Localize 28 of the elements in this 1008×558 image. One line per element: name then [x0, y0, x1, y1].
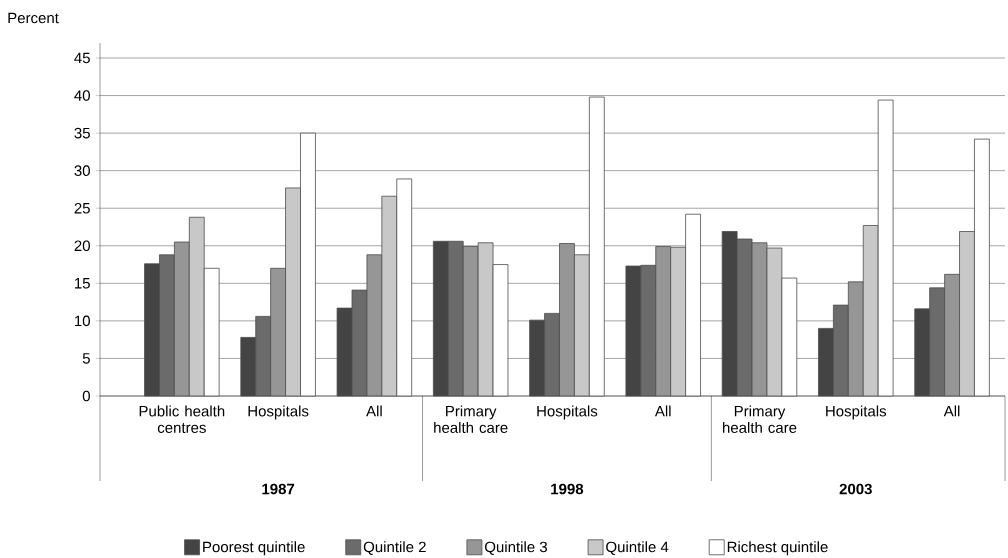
y-tick-label: 25 — [74, 202, 90, 214]
legend-label: Richest quintile — [727, 541, 828, 556]
x-tick-label: All — [943, 405, 960, 417]
y-tick-label: 30 — [74, 165, 90, 176]
legend-label: Poorest quintile — [203, 541, 305, 556]
x-tick-label: Hospitals — [826, 405, 887, 420]
y-tick-label: 10 — [75, 315, 90, 327]
x-tick-label: All — [366, 405, 382, 417]
legend-label: Quintile 2 — [363, 541, 426, 555]
text: 1998 — [551, 483, 584, 495]
y-tick-label: 15 — [75, 278, 90, 289]
y-tick-label: 0 — [82, 390, 90, 402]
y-tick-label: 40 — [74, 90, 90, 101]
legend-label: Quintile 3 — [485, 541, 547, 555]
x-tick-label: All — [654, 405, 671, 417]
y-axis-title: Percent — [8, 12, 59, 24]
x-tick-label: Public health centres — [139, 405, 225, 433]
x-tick-label: Primary health care — [434, 405, 508, 433]
legend-label: Quintile 4 — [606, 541, 669, 555]
y-tick-label: 35 — [74, 127, 90, 139]
text: 1987 — [262, 483, 295, 495]
y-tick-label: 20 — [74, 240, 90, 252]
y-tick-label: 5 — [82, 353, 90, 364]
text: 2003 — [839, 483, 872, 495]
y-tick-label: 45 — [74, 52, 90, 64]
x-tick-label: Hospitals — [248, 405, 309, 420]
x-tick-label: Primary health care — [723, 405, 797, 433]
x-tick-label: Hospitals — [537, 405, 598, 420]
